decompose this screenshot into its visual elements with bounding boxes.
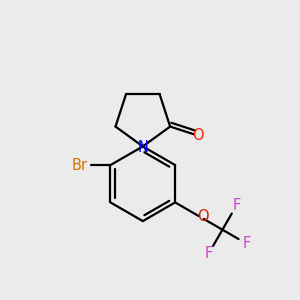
Text: O: O bbox=[197, 209, 208, 224]
Text: O: O bbox=[192, 128, 204, 143]
Text: F: F bbox=[243, 236, 251, 251]
Text: Br: Br bbox=[71, 158, 88, 172]
Text: F: F bbox=[232, 198, 241, 213]
Text: F: F bbox=[204, 247, 212, 262]
Text: N: N bbox=[137, 140, 148, 154]
